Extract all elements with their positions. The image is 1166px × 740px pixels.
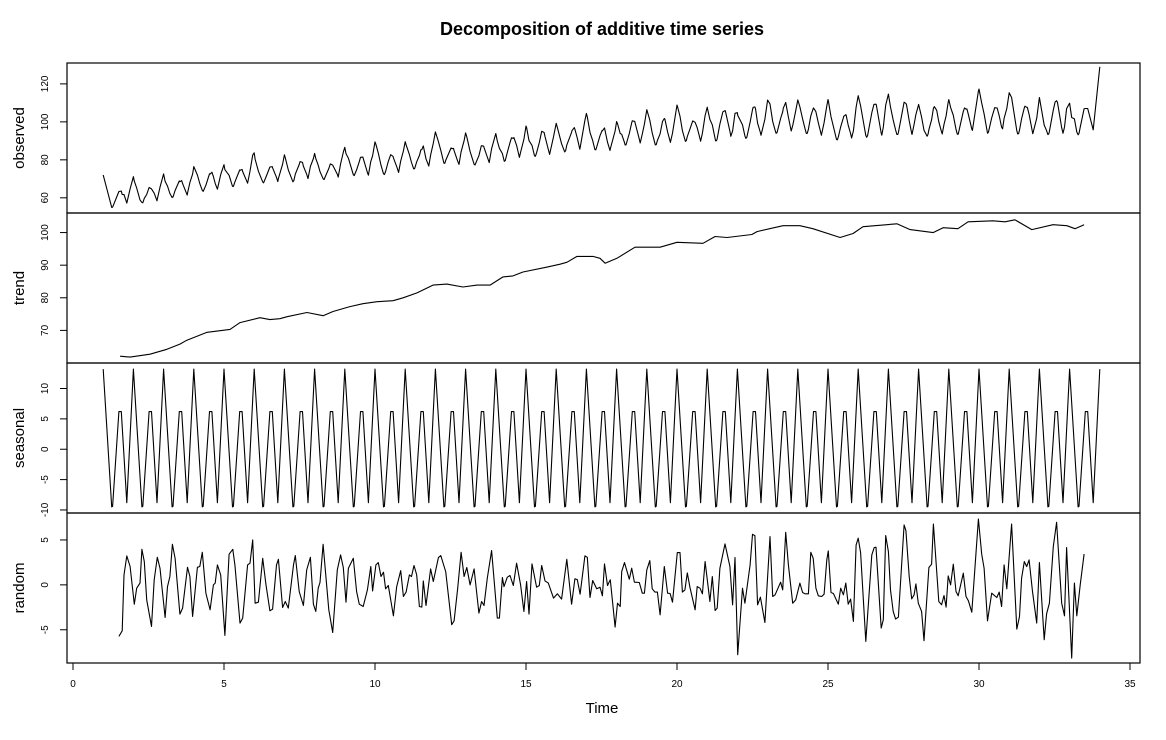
panel-observed-frame	[66, 62, 1141, 214]
panel-random: -5 0 5 random	[11, 512, 1141, 664]
x-tick-label: 35	[1124, 679, 1136, 690]
x-tick-label: 25	[822, 679, 834, 690]
trend-line	[120, 219, 1085, 358]
y-tick-label: 0	[40, 446, 51, 452]
x-tick-label: 20	[671, 679, 683, 690]
panel-trend: 70 80 90 100 trend	[11, 212, 1141, 364]
panel-random-frame	[66, 512, 1141, 664]
trend-ylabel: trend	[11, 271, 28, 305]
y-tick-label: 80	[40, 292, 51, 304]
x-tick-label: 10	[369, 679, 381, 690]
x-tick-label: 30	[973, 679, 985, 690]
x-tick-label: 0	[70, 679, 76, 690]
y-tick-label: 100	[40, 224, 51, 241]
random-line	[118, 518, 1085, 659]
panel-seasonal: -10 -5 0 5 10 seasonal	[11, 362, 1141, 517]
panel-trend-frame	[66, 212, 1141, 364]
y-tick-label: 80	[40, 154, 51, 166]
random-y-axis: -5 0 5	[40, 537, 67, 634]
y-tick-label: -5	[40, 625, 51, 634]
observed-y-axis: 60 80 100 120	[40, 75, 67, 203]
x-tick-label: 5	[221, 679, 227, 690]
observed-ylabel: observed	[11, 107, 28, 169]
observed-line	[102, 66, 1101, 208]
time-x-axis: 0 5 10 15 20 25 30 35	[70, 662, 1136, 690]
seasonal-y-axis: -10 -5 0 5 10	[40, 383, 67, 517]
panel-observed: 60 80 100 120 observed	[11, 62, 1141, 214]
seasonal-ylabel: seasonal	[11, 408, 28, 468]
y-tick-label: 100	[40, 113, 51, 130]
random-ylabel: random	[11, 563, 28, 614]
y-tick-label: 120	[40, 75, 51, 92]
y-tick-label: 5	[40, 537, 51, 543]
y-tick-label: 90	[40, 259, 51, 271]
trend-y-axis: 70 80 90 100	[40, 224, 67, 336]
y-tick-label: -5	[40, 475, 51, 484]
y-tick-label: 10	[40, 383, 51, 395]
y-tick-label: 60	[40, 192, 51, 204]
x-axis-label: Time	[586, 700, 619, 717]
seasonal-line	[102, 368, 1101, 508]
chart-title: Decomposition of additive time series	[440, 19, 764, 39]
y-tick-label: 70	[40, 324, 51, 336]
y-tick-label: 5	[40, 416, 51, 422]
x-tick-label: 15	[520, 679, 532, 690]
y-tick-label: -10	[40, 502, 51, 517]
y-tick-label: 0	[40, 582, 51, 588]
